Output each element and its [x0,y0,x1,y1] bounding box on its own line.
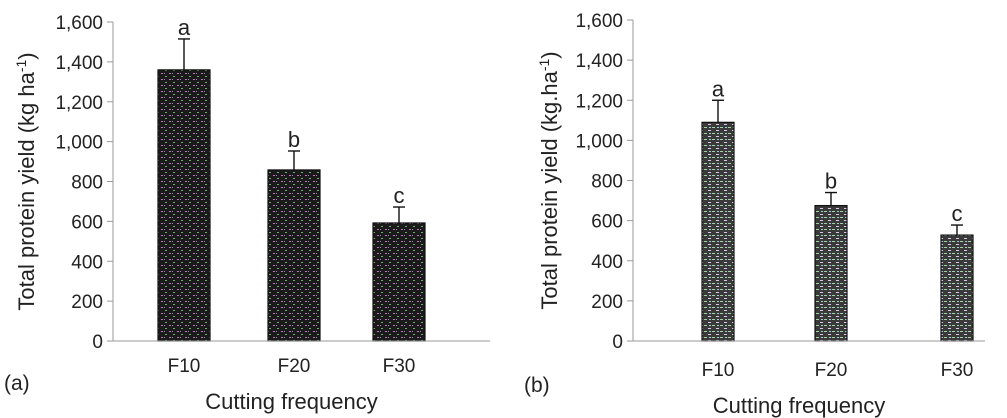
y-tick-label: 800 [71,173,103,194]
significance-letters: a b c [712,76,963,226]
y-tick-label: 1,400 [575,51,623,72]
x-tick-label-F30: F30 [941,360,974,381]
y-tick-label: 400 [71,252,103,273]
significance-F10: a [178,15,191,40]
x-tick-labels: F10 F20 F30 [168,356,416,377]
significance-F30: c [394,183,405,208]
y-tick-labels: 0 200 400 600 800 1,000 1,200 1,400 1,600 [55,13,113,353]
x-axis-label: Cutting frequency [713,393,885,418]
y-tick-label: 1,200 [55,93,103,114]
bar-F20 [267,169,321,342]
significance-F10: a [712,76,725,101]
y-tick-label: 200 [71,292,103,313]
significance-F20: b [825,169,837,194]
significance-F20: b [288,127,300,152]
y-tick-label: 0 [612,332,623,353]
x-tick-label-F30: F30 [383,356,416,377]
panel-label: (a) [4,372,30,395]
significance-letters: a b c [178,15,405,208]
x-tick-label-F20: F20 [278,356,311,377]
bar-F30 [372,222,426,342]
bars [701,121,974,342]
y-tick-label: 1,200 [575,91,623,112]
bar-F20 [814,204,848,342]
significance-F30: c [952,201,963,226]
y-tick-label: 1,600 [55,13,103,34]
y-axis-label: Total protein yield (kg.ha-1) [536,51,562,309]
chart-panel-a: 0 200 400 600 800 1,000 1,200 1,400 1,600 a b c F1… [4,13,490,414]
y-tick-label: 1,000 [575,131,623,152]
y-tick-label: 1,600 [575,11,623,32]
bar-F10 [701,121,735,342]
y-tick-label: 800 [591,172,623,193]
x-tick-label-F20: F20 [815,360,848,381]
bar-F30 [940,234,974,342]
error-bars [712,99,963,236]
bar-F10 [157,69,211,342]
y-tick-label: 200 [591,292,623,313]
y-tick-label: 1,400 [55,53,103,74]
chart-panel-b: 0 200 400 600 800 1,000 1,200 1,400 1,600 a b c F1… [524,11,985,418]
x-tick-label-F10: F10 [168,356,201,377]
y-tick-labels: 0 200 400 600 800 1,000 1,200 1,400 1,600 [575,11,633,353]
x-axis-label: Cutting frequency [205,389,377,414]
panel-label: (b) [524,374,550,397]
error-bars [178,38,405,223]
y-tick-label: 400 [591,252,623,273]
y-tick-label: 1,000 [55,133,103,154]
bars [157,69,426,342]
x-tick-label-F10: F10 [702,360,735,381]
y-tick-label: 600 [71,212,103,233]
y-tick-label: 600 [591,212,623,233]
x-tick-labels: F10 F20 F30 [702,360,974,381]
y-axis-label: Total protein yield (kg ha-1) [13,52,39,310]
y-tick-label: 0 [92,332,103,353]
